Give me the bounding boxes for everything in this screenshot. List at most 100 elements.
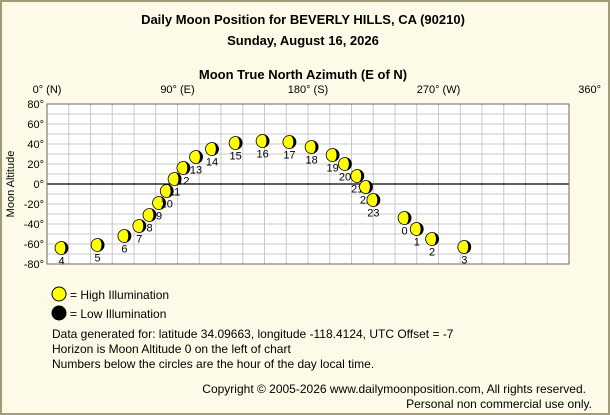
y-tick-label: -20°	[24, 199, 44, 211]
x-tick-label: 90° (E)	[160, 84, 194, 96]
y-tick-label: 80°	[27, 99, 44, 111]
moon-point-hour-2: 2	[425, 232, 440, 259]
grid-lines	[46, 103, 570, 265]
moon-shadow	[344, 157, 352, 171]
hour-label: 10	[161, 199, 173, 211]
hour-label: 14	[206, 157, 218, 169]
moon-point-hour-3: 3	[457, 240, 472, 267]
legend-high-marker	[51, 286, 67, 302]
y-tick-label: 0°	[33, 179, 44, 191]
moon-point-hour-18: 18	[304, 140, 319, 167]
moon-shadow	[196, 150, 203, 164]
moon-shadow	[166, 184, 174, 198]
moon-shadow	[61, 241, 69, 255]
moon-point-hour-1: 1	[409, 222, 424, 249]
moon-point-hour-5: 5	[90, 238, 105, 265]
moon-point-hour-19: 19	[325, 148, 340, 175]
moon-point-hour-6: 6	[117, 229, 132, 256]
moon-shadow	[212, 142, 219, 156]
hour-label: 19	[327, 163, 339, 175]
hour-label: 0	[402, 226, 408, 238]
x-tick-label: 180° (S)	[288, 84, 328, 96]
hour-label: 11	[169, 187, 180, 199]
moon-shadow	[332, 148, 340, 162]
moon-shadow	[174, 172, 182, 186]
y-tick-label: 20°	[27, 159, 44, 171]
personal-use-text: Personal non commercial use only.	[406, 397, 592, 411]
moon-shadow	[139, 219, 146, 233]
hour-label: 16	[256, 149, 268, 161]
y-tick-label: 60°	[27, 119, 44, 131]
x-axis-title: Moon True North Azimuth (E of N)	[198, 67, 408, 82]
moon-shadow	[289, 135, 296, 149]
moon-point-hour-4: 4	[54, 241, 69, 268]
moon-shadow	[366, 180, 373, 194]
legend	[51, 286, 67, 321]
moon-shadow	[432, 232, 439, 246]
hour-label: 8	[146, 223, 152, 235]
plot-border	[46, 103, 570, 265]
moon-point-hour-16: 16	[255, 134, 270, 161]
moon-shadow	[235, 136, 243, 150]
y-tick-label: -60°	[24, 239, 44, 251]
copyright-text: Copyright © 2005-2026 www.dailymoonposit…	[202, 382, 586, 396]
chart-date: Sunday, August 16, 2026	[227, 33, 379, 48]
moon-point-hour-21: 21	[350, 169, 365, 196]
moon-point-hour-10: 10	[159, 184, 174, 211]
moon-shadow	[97, 238, 105, 252]
moon-shadow	[311, 140, 319, 154]
y-tick-label: -40°	[24, 219, 44, 231]
hour-label: 23	[367, 208, 379, 220]
axis-tick-labels: 0° (N) 90° (E) 180° (S) 270° (W) 360°80°60°4…	[5, 84, 601, 271]
moon-point-hour-7: 7	[132, 219, 147, 246]
moon-point-hour-23: 23	[366, 193, 381, 220]
moon-point-hour-9: 9	[152, 196, 166, 223]
hour-label: 17	[283, 150, 295, 162]
y-tick-label: 40°	[27, 139, 44, 151]
legend-low-marker	[51, 305, 67, 321]
note-horizon: Horizon is Moon Altitude 0 on the left o…	[52, 342, 291, 356]
legend-low-label: = Low Illumination	[70, 307, 167, 321]
moon-shadow	[357, 169, 364, 183]
hour-label: 5	[95, 253, 101, 265]
hour-label: 3	[461, 255, 467, 267]
hour-label: 15	[230, 151, 242, 163]
hour-label: 6	[121, 244, 127, 256]
hour-label: 2	[429, 247, 435, 259]
moon-shadow	[404, 211, 412, 225]
moon-point-hour-14: 14	[205, 142, 219, 169]
hour-label: 18	[306, 155, 318, 167]
moon-point-hour-13: 13	[189, 150, 203, 177]
hour-label: 7	[136, 234, 142, 246]
hour-label: 1	[414, 237, 420, 249]
x-tick-label: 360°	[578, 84, 601, 96]
moon-shadow	[124, 229, 131, 243]
moon-shadow	[262, 134, 270, 148]
moon-point-hour-17: 17	[282, 135, 297, 162]
moon-shadow	[416, 222, 424, 236]
hour-label: 20	[339, 172, 351, 184]
moon-point-hour-0: 0	[397, 211, 412, 238]
moon-shadow	[183, 161, 190, 175]
hour-label: 12	[177, 176, 189, 188]
moon-shadow	[149, 208, 157, 222]
hour-label: 9	[156, 211, 162, 223]
note-hours: Numbers below the circles are the hour o…	[52, 357, 375, 371]
hour-label: 4	[58, 256, 64, 268]
moon-point-hour-20: 20	[338, 157, 352, 184]
legend-high-label: = High Illumination	[70, 288, 170, 302]
moon-point-hour-15: 15	[228, 136, 243, 163]
hour-label: 13	[190, 165, 202, 177]
moon-shadow	[373, 193, 380, 207]
note-data-generated: Data generated for: latitude 34.09663, l…	[52, 327, 454, 341]
moon-shadow	[464, 240, 471, 254]
moon-shadow	[159, 196, 166, 210]
moon-point-hour-11: 11	[167, 172, 182, 199]
x-tick-label: 0° (N)	[33, 84, 62, 96]
y-tick-label: -80°	[24, 259, 44, 271]
chart-title: Daily Moon Position for BEVERLY HILLS, C…	[141, 12, 465, 27]
x-tick-label: 270° (W)	[417, 84, 461, 96]
y-axis-title: Moon Altitude	[5, 151, 17, 218]
moon-point-hour-12: 12	[176, 161, 191, 188]
